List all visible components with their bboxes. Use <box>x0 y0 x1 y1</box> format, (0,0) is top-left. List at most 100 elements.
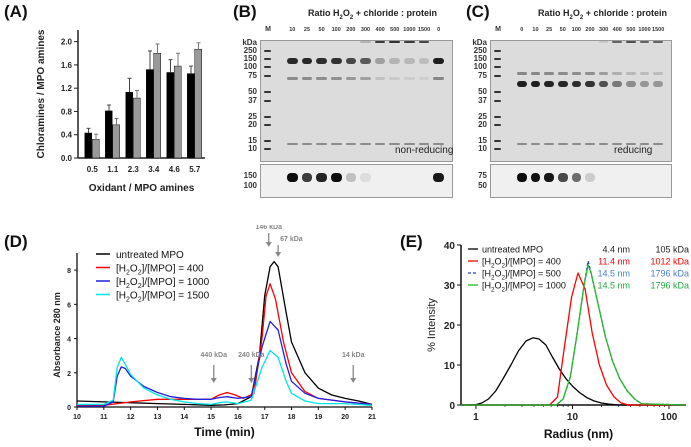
lane-label: 25 <box>546 27 553 33</box>
legend-label: [H2O2]/[MPO] = 1500 <box>116 291 210 304</box>
y-tick-label: 0.8 <box>61 107 73 116</box>
series-line <box>461 264 687 406</box>
mw-label: 150 <box>473 54 487 63</box>
y-axis-label: Absorbance 280 nm <box>52 292 62 378</box>
bar <box>153 53 161 159</box>
bar <box>105 110 113 159</box>
protein-band <box>330 58 342 64</box>
annotation-label: 240 kDa <box>238 352 265 359</box>
bar <box>125 92 133 159</box>
protein-band-minor <box>585 72 595 75</box>
marker-band <box>494 124 501 126</box>
x-tick-label: 14 <box>180 414 188 421</box>
mw-label: 150 <box>243 54 257 63</box>
lane-label: 1500 <box>652 27 665 33</box>
protein-band-minor <box>557 72 568 75</box>
marker-band <box>264 140 271 142</box>
protein-band <box>653 81 663 87</box>
marker-band <box>494 50 501 52</box>
marker-band <box>264 58 271 60</box>
gel-title: Ratio H2O2 + chloride : protein <box>538 8 667 21</box>
legend-radius: 14.5 nm <box>597 269 630 279</box>
marker-band <box>494 140 501 142</box>
protein-band-minor <box>418 77 430 80</box>
marker-band <box>494 148 501 150</box>
low-mw-band <box>360 143 371 145</box>
blot-band <box>287 173 298 182</box>
protein-band <box>639 81 650 87</box>
marker-band <box>264 91 271 93</box>
y-tick-label: 2.0 <box>61 38 73 47</box>
bar <box>166 72 174 159</box>
y-tick-label: 2 <box>67 371 71 378</box>
legend-label: [H2O2]/[MPO] = 1000 <box>482 281 566 294</box>
gel-panel-b: Ratio H2O2 + chloride : protein M 10 25 50 1… <box>230 0 460 230</box>
protein-band-minor <box>517 72 527 75</box>
protein-band-minor <box>626 72 636 75</box>
y-tick-label: 0 <box>67 405 71 412</box>
lane-label: 1000 <box>638 27 651 33</box>
aggregate-band <box>598 41 609 43</box>
low-mw-band <box>433 143 444 145</box>
annotation-label: 440 kDa <box>201 352 228 359</box>
aggregate-band <box>404 41 415 43</box>
gel-condition-label: reducing <box>614 145 653 156</box>
y-tick-label: 0.0 <box>61 154 73 163</box>
protein-band <box>585 81 595 87</box>
mw-unit: kDa <box>472 38 487 47</box>
mw-label: 25 <box>248 112 257 121</box>
low-mw-band <box>316 143 327 145</box>
x-tick-label: 1.1 <box>107 165 119 174</box>
low-mw-band <box>571 143 582 145</box>
protein-band-minor <box>653 72 663 75</box>
protein-band-minor <box>530 72 541 75</box>
mw-label: 15 <box>478 136 487 145</box>
arrow-head <box>210 378 217 383</box>
bar <box>133 97 141 159</box>
x-tick-label: 0.5 <box>87 165 99 174</box>
blot-band <box>530 173 541 182</box>
protein-band <box>598 81 609 87</box>
mw-label: 25 <box>478 112 487 121</box>
panel-label-c: (C) <box>466 2 490 21</box>
lane-label: 10 <box>289 27 296 33</box>
x-tick-label: 19 <box>314 414 322 421</box>
x-tick-label: 10 <box>567 412 579 423</box>
x-tick-label: 10 <box>73 414 81 421</box>
low-mw-band <box>404 143 415 145</box>
x-tick-label: 4.6 <box>169 165 181 174</box>
series-line <box>460 337 686 406</box>
annotation-label: 14 kDa <box>342 352 365 359</box>
blot-band <box>330 173 342 182</box>
protein-band <box>612 81 623 87</box>
legend-mass: 1796 kDa <box>650 269 689 279</box>
y-tick-label: 1.2 <box>61 84 73 93</box>
mw-label: 20 <box>248 120 257 129</box>
protein-band-minor <box>612 72 623 75</box>
low-mw-band <box>287 143 298 145</box>
low-mw-band <box>639 143 650 145</box>
x-tick-label: 11 <box>100 414 108 421</box>
marker-band <box>264 50 271 52</box>
mw-label: 50 <box>478 87 487 96</box>
y-tick-label: 20 <box>444 321 456 332</box>
y-tick-label: 4 <box>67 337 71 344</box>
mw-label: 100 <box>473 62 487 71</box>
bar <box>112 124 120 159</box>
panel-label-a: (A) <box>4 2 28 21</box>
y-axis-label: Chloramines / MPO amines <box>36 29 47 158</box>
marker-band <box>264 100 271 102</box>
arrow-head <box>275 252 282 257</box>
protein-band <box>530 81 541 87</box>
legend-radius: 4.4 nm <box>602 245 630 255</box>
protein-band-minor <box>287 77 298 80</box>
low-mw-band <box>598 143 609 145</box>
legend-label: [H2O2]/[MPO] = 500 <box>482 269 561 282</box>
western-blot-image <box>490 164 672 198</box>
low-mw-band <box>374 143 386 145</box>
protein-band <box>557 81 568 87</box>
series-line <box>77 349 373 406</box>
low-mw-band <box>585 143 595 145</box>
x-tick-label: 3.4 <box>148 165 160 174</box>
protein-band <box>418 58 430 64</box>
